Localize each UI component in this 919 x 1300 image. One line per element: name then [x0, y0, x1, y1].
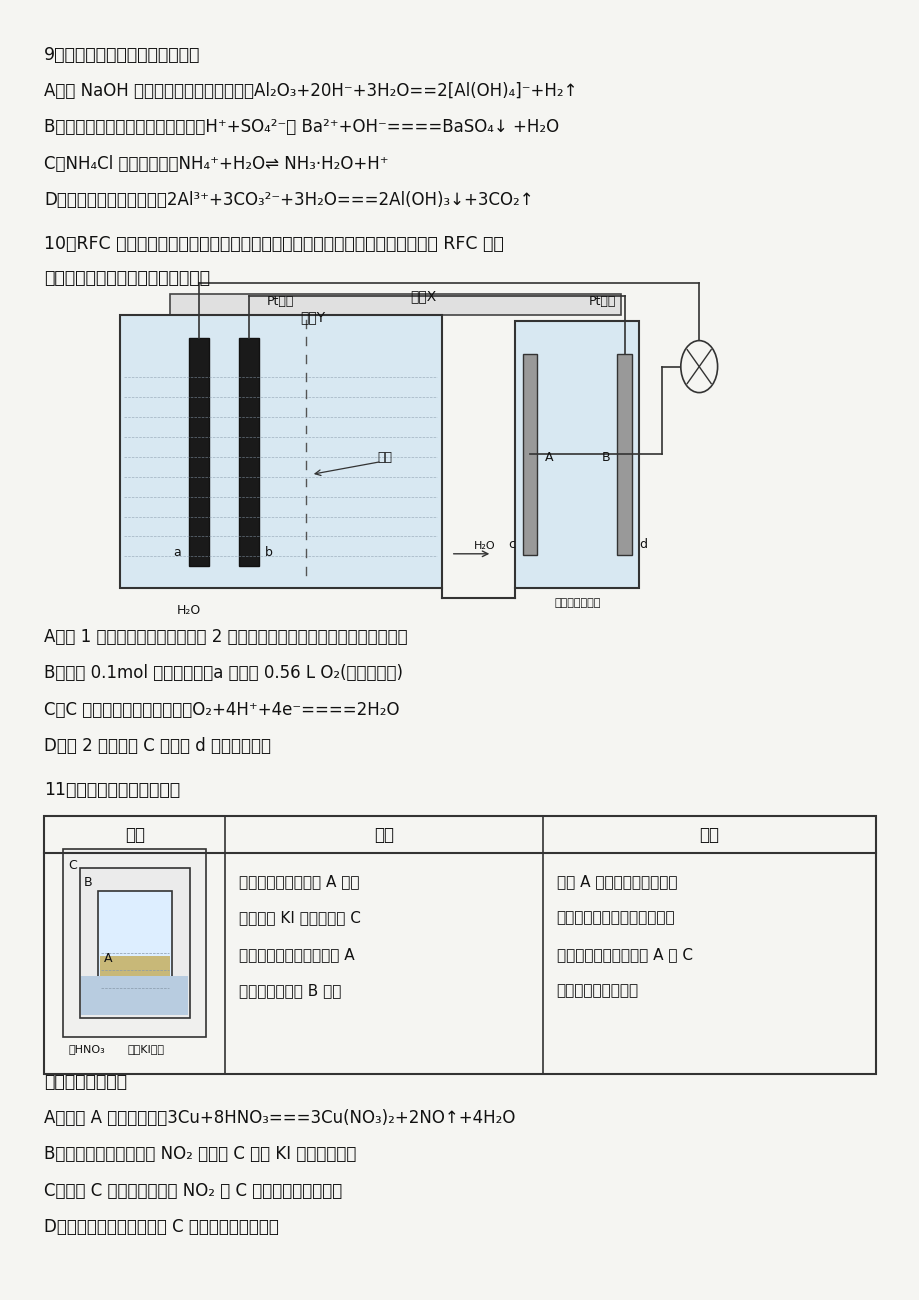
Text: D．图 2 中电子从 C 极流向 d 极，提供电能: D．图 2 中电子从 C 极流向 d 极，提供电能 [44, 737, 271, 755]
Text: A: A [103, 952, 112, 965]
Bar [522, 354, 537, 555]
Bar [119, 315, 441, 588]
Bar [97, 891, 172, 994]
Text: d: d [639, 538, 646, 551]
Bar [188, 338, 209, 566]
Text: 烧杯 A 液体上方立即出现大: 烧杯 A 液体上方立即出现大 [556, 874, 676, 889]
Text: C．C 极上发生的电极反应是：O₂+4H⁺+4e⁻====2H₂O: C．C 极上发生的电极反应是：O₂+4H⁺+4e⁻====2H₂O [44, 701, 399, 719]
Text: 现象: 现象 [698, 826, 719, 844]
Text: H₂O: H₂O [176, 604, 200, 617]
Circle shape [680, 341, 717, 393]
Text: 后，立即用烧杯 B 罩住: 后，立即用烧杯 B 罩住 [239, 983, 341, 998]
Text: 10．RFC 是一种将水电解技术与氢氧燃料电池技术相结合的可充电电池。下图为 RFC 工作: 10．RFC 是一种将水电解技术与氢氧燃料电池技术相结合的可充电电池。下图为 R… [44, 235, 504, 254]
Text: 下列说法合理的是: 下列说法合理的是 [44, 1072, 127, 1091]
Text: 将盛有浓硝酸的烧杯 A 放入: 将盛有浓硝酸的烧杯 A 放入 [239, 874, 359, 889]
Text: D．若将铜片换成铁片，则 C 中的液体也可能变蓝: D．若将铜片换成铁片，则 C 中的液体也可能变蓝 [44, 1218, 278, 1236]
Text: a: a [174, 546, 181, 559]
Bar [80, 868, 189, 1018]
Bar [515, 321, 639, 588]
Text: 酸性电解质溶液: 酸性电解质溶液 [554, 598, 600, 608]
Text: B．当有 0.1mol 电子转移时，a 极产生 0.56 L O₂(标准状况下): B．当有 0.1mol 电子转移时，a 极产生 0.56 L O₂(标准状况下) [44, 664, 403, 683]
Text: 原理示意图，下列有关说法正确的是: 原理示意图，下列有关说法正确的是 [44, 269, 210, 287]
Text: 量红棕色气体；一段时间后，: 量红棕色气体；一段时间后， [556, 910, 675, 926]
Text: C．NH₄Cl 溶液的水解：NH₄⁺+H₂O⇌ NH₃·H₂O+H⁺: C．NH₄Cl 溶液的水解：NH₄⁺+H₂O⇌ NH₃·H₂O+H⁺ [44, 155, 389, 173]
Text: A．用 NaOH 溶液去除铝表面的氧化膜：Al₂O₃+20H⁻+3H₂O==2[Al(OH)₄]⁻+H₂↑: A．用 NaOH 溶液去除铝表面的氧化膜：Al₂O₃+20H⁻+3H₂O==2[… [44, 82, 577, 100]
Text: A．图 1 把化学能转化为电能，图 2 把电能转化为化学能，水得到了循环使用: A．图 1 把化学能转化为电能，图 2 把电能转化为化学能，水得到了循环使用 [44, 628, 407, 646]
Text: 操作: 操作 [374, 826, 393, 844]
Text: 盛有淀粉 KI 溶液的烧杯 C: 盛有淀粉 KI 溶液的烧杯 C [239, 910, 360, 926]
Bar [44, 816, 875, 1074]
Text: 浓HNO₃: 浓HNO₃ [68, 1044, 105, 1054]
Text: A: A [544, 451, 552, 464]
Text: 中的液体都变成蓝色: 中的液体都变成蓝色 [556, 983, 638, 998]
Bar [82, 976, 188, 1015]
Text: c: c [507, 538, 515, 551]
Text: 气体Y: 气体Y [300, 311, 325, 324]
Text: Pt电极: Pt电极 [267, 295, 294, 308]
Text: B．红棕色气体消失只与 NO₂ 和烧杯 C 中的 KI 发生反应有关: B．红棕色气体消失只与 NO₂ 和烧杯 C 中的 KI 发生反应有关 [44, 1145, 357, 1164]
Text: 隔膜: 隔膜 [377, 451, 391, 464]
Text: 中，然后将铜片放入烧杯 A: 中，然后将铜片放入烧杯 A [239, 946, 355, 962]
Bar [239, 338, 259, 566]
Text: C: C [68, 859, 77, 872]
Text: 气体X: 气体X [410, 290, 436, 303]
Text: b: b [265, 546, 272, 559]
Bar [170, 294, 620, 315]
Bar [617, 354, 631, 555]
Text: 装置: 装置 [125, 826, 144, 844]
Text: B．硫酸溶液与氢氧化钡溶液混合：H⁺+SO₄²⁻十 Ba²⁺+OH⁻====BaSO₄↓ +H₂O: B．硫酸溶液与氢氧化钡溶液混合：H⁺+SO₄²⁻十 Ba²⁺+OH⁻====Ba… [44, 118, 559, 136]
Text: 11．某同学进行下列实验：: 11．某同学进行下列实验： [44, 781, 180, 800]
Text: B: B [601, 451, 609, 464]
Text: 淀粉KI溶液: 淀粉KI溶液 [128, 1044, 165, 1054]
Text: 9．下列离子方程式书写正确的是: 9．下列离子方程式书写正确的是 [44, 46, 200, 64]
Text: 红棕色气体消失，烧杯 A 和 C: 红棕色气体消失，烧杯 A 和 C [556, 946, 692, 962]
Bar [99, 956, 170, 992]
Bar [63, 849, 206, 1037]
Text: H₂O: H₂O [473, 541, 495, 551]
Text: A．烧杯 A 中发生反应：3Cu+8HNO₃===3Cu(NO₃)₂+2NO↑+4H₂O: A．烧杯 A 中发生反应：3Cu+8HNO₃===3Cu(NO₃)₂+2NO↑+… [44, 1109, 515, 1127]
Text: D．泡沫灭火器灭火原理：2Al³⁺+3CO₃²⁻+3H₂O===2Al(OH)₃↓+3CO₂↑: D．泡沫灭火器灭火原理：2Al³⁺+3CO₃²⁻+3H₂O===2Al(OH)₃… [44, 191, 533, 209]
Text: B: B [85, 876, 93, 889]
Text: Pt电极: Pt电极 [588, 295, 616, 308]
Text: C．烧杯 C 中溶液变蓝只与 NO₂ 和 C 中溶液发生反应有关: C．烧杯 C 中溶液变蓝只与 NO₂ 和 C 中溶液发生反应有关 [44, 1182, 342, 1200]
